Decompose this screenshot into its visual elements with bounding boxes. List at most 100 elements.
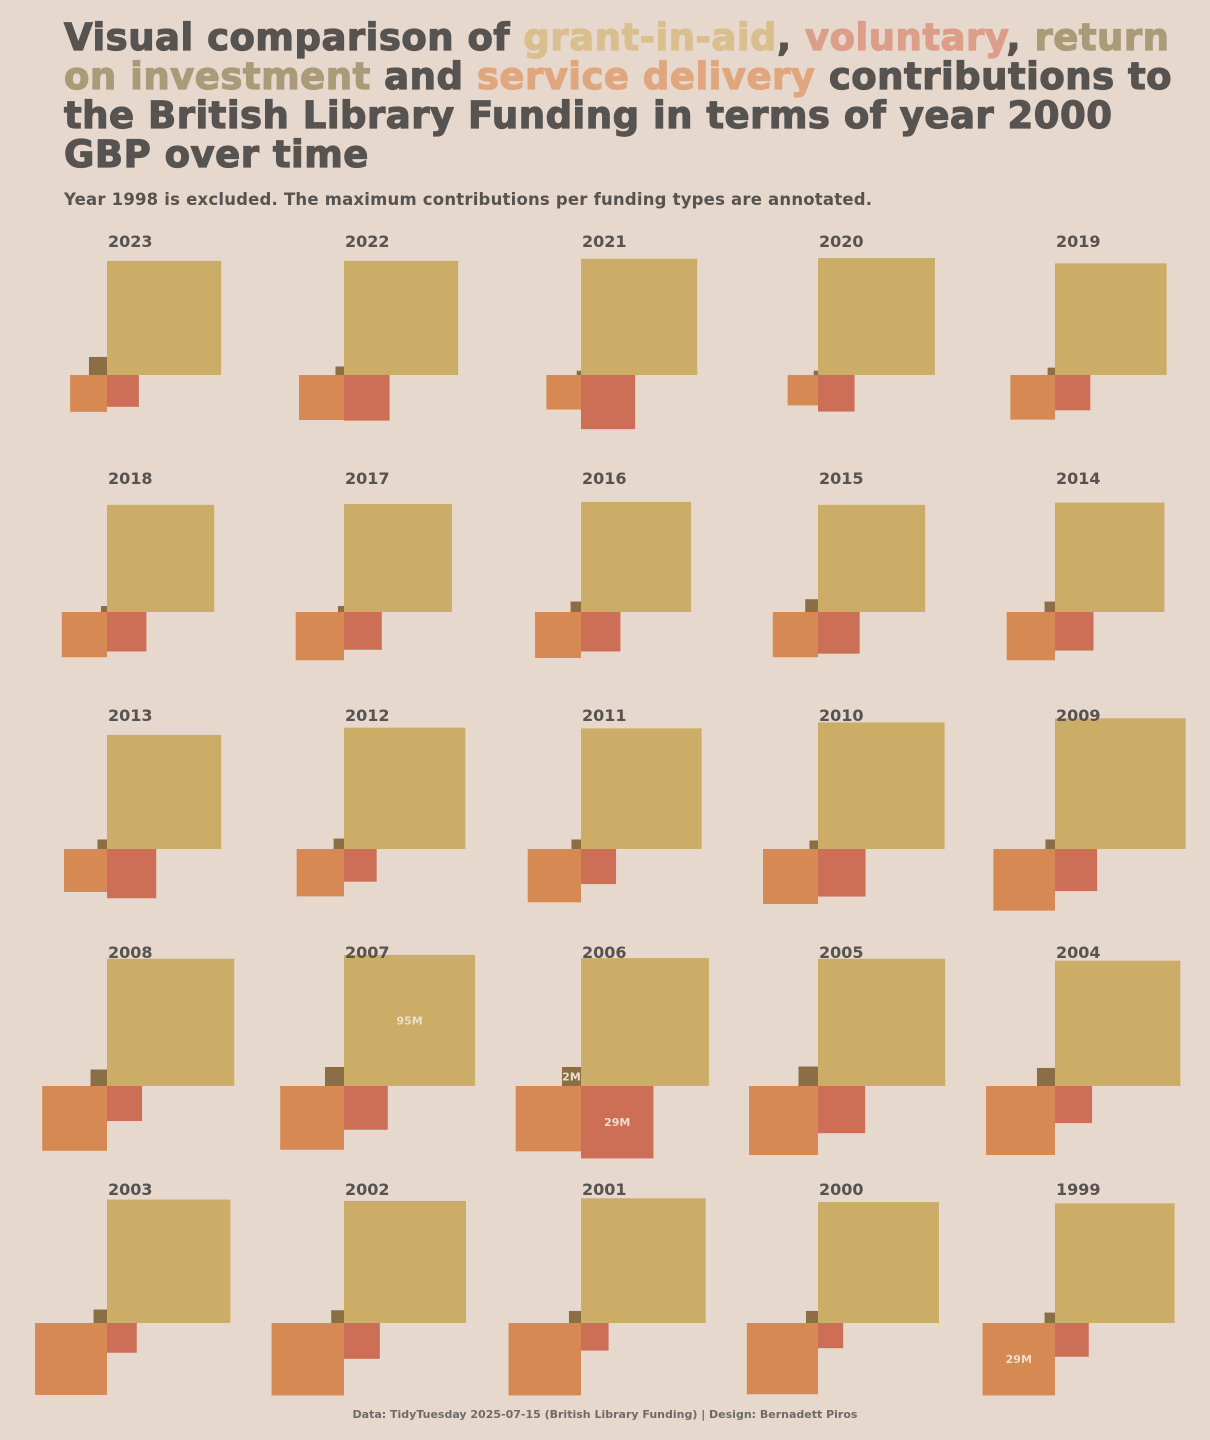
title-comma-2: , — [1006, 16, 1022, 59]
square-voluntary-2008 — [107, 1086, 143, 1122]
square-grant-in-aid-2011 — [581, 728, 702, 849]
square-voluntary-2013 — [107, 849, 157, 899]
year-label-2019: 2019 — [1056, 232, 1101, 251]
square-service-delivery-2012 — [296, 849, 344, 897]
square-return-on-investment-2011 — [571, 839, 581, 849]
title-part-1: Visual comparison of — [63, 16, 524, 59]
square-grant-in-aid-2005 — [818, 958, 946, 1086]
title-voluntary: voluntary — [804, 16, 1007, 59]
square-voluntary-2019 — [1055, 375, 1091, 411]
caption: Data: TidyTuesday 2025-07-15 (British Li… — [352, 1408, 858, 1421]
square-return-on-investment-2007 — [324, 1066, 344, 1086]
square-return-on-investment-2010 — [809, 840, 818, 849]
square-voluntary-2004 — [1055, 1086, 1093, 1124]
title-service-delivery: service delivery — [476, 55, 816, 98]
square-voluntary-2001 — [581, 1323, 609, 1351]
square-service-delivery-2014 — [1006, 612, 1055, 661]
square-grant-in-aid-2001 — [581, 1198, 706, 1323]
square-grant-in-aid-2021 — [581, 258, 698, 375]
year-label-2003: 2003 — [108, 1180, 153, 1199]
square-grant-in-aid-2018 — [107, 504, 215, 612]
square-grant-in-aid-2020 — [818, 258, 935, 375]
square-return-on-investment-2005 — [798, 1066, 818, 1086]
square-return-on-investment-2023 — [88, 356, 107, 375]
year-label-2017: 2017 — [345, 469, 390, 488]
square-service-delivery-2015 — [772, 612, 818, 658]
square-grant-in-aid-2013 — [107, 734, 222, 849]
square-service-delivery-2021 — [546, 375, 581, 410]
year-label-2018: 2018 — [108, 469, 153, 488]
square-service-delivery-2020 — [787, 375, 818, 406]
annotation-return-on-investment-2006: 2M — [562, 1070, 581, 1083]
square-grant-in-aid-2003 — [107, 1199, 231, 1323]
square-return-on-investment-2006 — [561, 1066, 581, 1086]
year-label-2001: 2001 — [582, 1180, 627, 1199]
annotation-grant-in-aid-2007: 95M — [396, 1014, 422, 1027]
square-return-on-investment-2017 — [337, 605, 344, 612]
year-label-1999: 1999 — [1056, 1180, 1101, 1199]
square-service-delivery-1999 — [982, 1323, 1055, 1396]
square-voluntary-2017 — [344, 612, 382, 650]
square-service-delivery-2000 — [746, 1323, 818, 1395]
year-label-2002: 2002 — [345, 1180, 390, 1199]
square-return-on-investment-1999 — [1044, 1312, 1055, 1323]
square-voluntary-2015 — [818, 612, 860, 654]
year-label-2022: 2022 — [345, 232, 390, 251]
square-return-on-investment-2008 — [90, 1069, 107, 1086]
square-return-on-investment-2009 — [1045, 839, 1055, 849]
annotation-service-delivery-1999: 29M — [1006, 1353, 1032, 1366]
square-voluntary-2005 — [818, 1086, 866, 1134]
square-service-delivery-2002 — [271, 1323, 344, 1396]
square-voluntary-2003 — [107, 1323, 137, 1353]
square-grant-in-aid-2017 — [344, 504, 452, 612]
square-return-on-investment-2013 — [97, 839, 107, 849]
square-voluntary-2007 — [344, 1086, 388, 1130]
square-voluntary-2014 — [1055, 612, 1094, 651]
square-return-on-investment-2015 — [805, 599, 818, 612]
annotation-voluntary-2006: 29M — [604, 1116, 630, 1129]
year-label-2011: 2011 — [582, 706, 627, 725]
year-label-2000: 2000 — [819, 1180, 864, 1199]
square-grant-in-aid-2000 — [818, 1202, 939, 1323]
square-grant-in-aid-2022 — [344, 260, 459, 375]
title-and: and — [370, 55, 477, 98]
square-voluntary-2002 — [344, 1323, 380, 1359]
square-return-on-investment-2012 — [333, 838, 344, 849]
square-service-delivery-2022 — [298, 375, 344, 421]
chart-title: Visual comparison of grant-in-aid, volun… — [63, 16, 1194, 174]
square-service-delivery-2010 — [763, 849, 818, 904]
square-grant-in-aid-2008 — [107, 958, 235, 1086]
year-label-2004: 2004 — [1056, 943, 1101, 962]
square-service-delivery-2013 — [64, 849, 107, 892]
square-return-on-investment-2018 — [100, 605, 107, 612]
year-label-2014: 2014 — [1056, 469, 1101, 488]
title-grant-in-aid: grant-in-aid — [523, 16, 778, 59]
year-label-2015: 2015 — [819, 469, 864, 488]
square-grant-in-aid-2014 — [1055, 502, 1165, 612]
year-label-2009: 2009 — [1056, 706, 1101, 725]
square-service-delivery-2018 — [61, 612, 107, 658]
year-label-2021: 2021 — [582, 232, 627, 251]
square-grant-in-aid-2007 — [344, 954, 476, 1086]
square-voluntary-2021 — [581, 375, 636, 430]
square-grant-in-aid-1999 — [1055, 1203, 1175, 1323]
square-return-on-investment-2014 — [1044, 601, 1055, 612]
square-grant-in-aid-2006 — [581, 958, 709, 1086]
square-voluntary-2016 — [581, 612, 621, 652]
square-grant-in-aid-2019 — [1055, 263, 1167, 375]
square-grant-in-aid-2016 — [581, 501, 692, 612]
square-return-on-investment-2000 — [805, 1310, 818, 1323]
square-service-delivery-2007 — [280, 1086, 344, 1150]
square-voluntary-2006 — [581, 1086, 654, 1159]
square-grant-in-aid-2015 — [818, 504, 926, 612]
square-grant-in-aid-2012 — [344, 727, 466, 849]
square-service-delivery-2008 — [42, 1086, 108, 1151]
year-label-2020: 2020 — [819, 232, 864, 251]
square-voluntary-2012 — [344, 849, 377, 882]
square-voluntary-2023 — [107, 375, 139, 407]
square-grant-in-aid-2023 — [107, 260, 222, 375]
square-service-delivery-2004 — [986, 1086, 1055, 1155]
square-service-delivery-2001 — [508, 1323, 581, 1396]
title-return-on-investment: return on investment — [63, 16, 1170, 98]
